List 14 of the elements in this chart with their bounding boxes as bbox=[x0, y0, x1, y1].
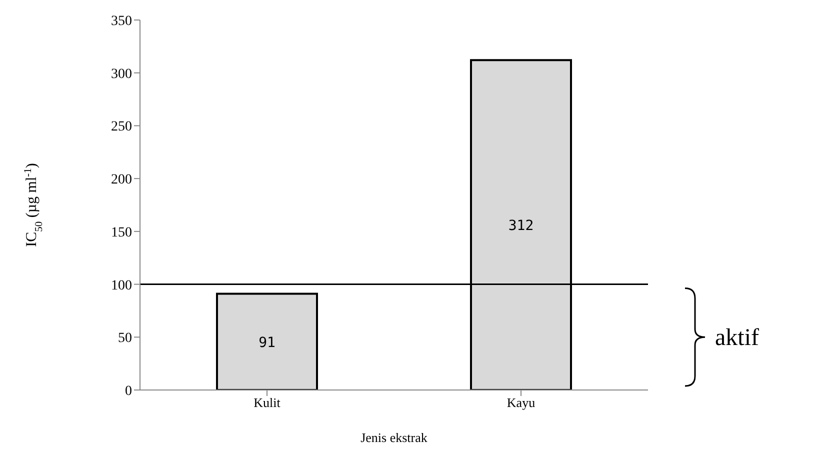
y-tick-label: 0 bbox=[125, 384, 132, 399]
y-tick-label: 50 bbox=[118, 331, 132, 346]
data-label: 312 bbox=[508, 218, 534, 234]
y-tick-label: 250 bbox=[111, 120, 132, 135]
x-tick-label: Kulit bbox=[254, 395, 281, 410]
x-axis-title: Jenis ekstrak bbox=[360, 430, 428, 445]
y-tick-label: 100 bbox=[111, 278, 132, 294]
x-tick-label: Kayu bbox=[506, 395, 536, 410]
data-label: 91 bbox=[258, 334, 276, 351]
y-tick-label: 200 bbox=[111, 172, 132, 188]
y-tick-label: 350 bbox=[111, 14, 132, 29]
y-tick-label: 300 bbox=[111, 66, 132, 82]
y-tick-label: 150 bbox=[111, 225, 132, 240]
text: aktif bbox=[715, 325, 759, 352]
